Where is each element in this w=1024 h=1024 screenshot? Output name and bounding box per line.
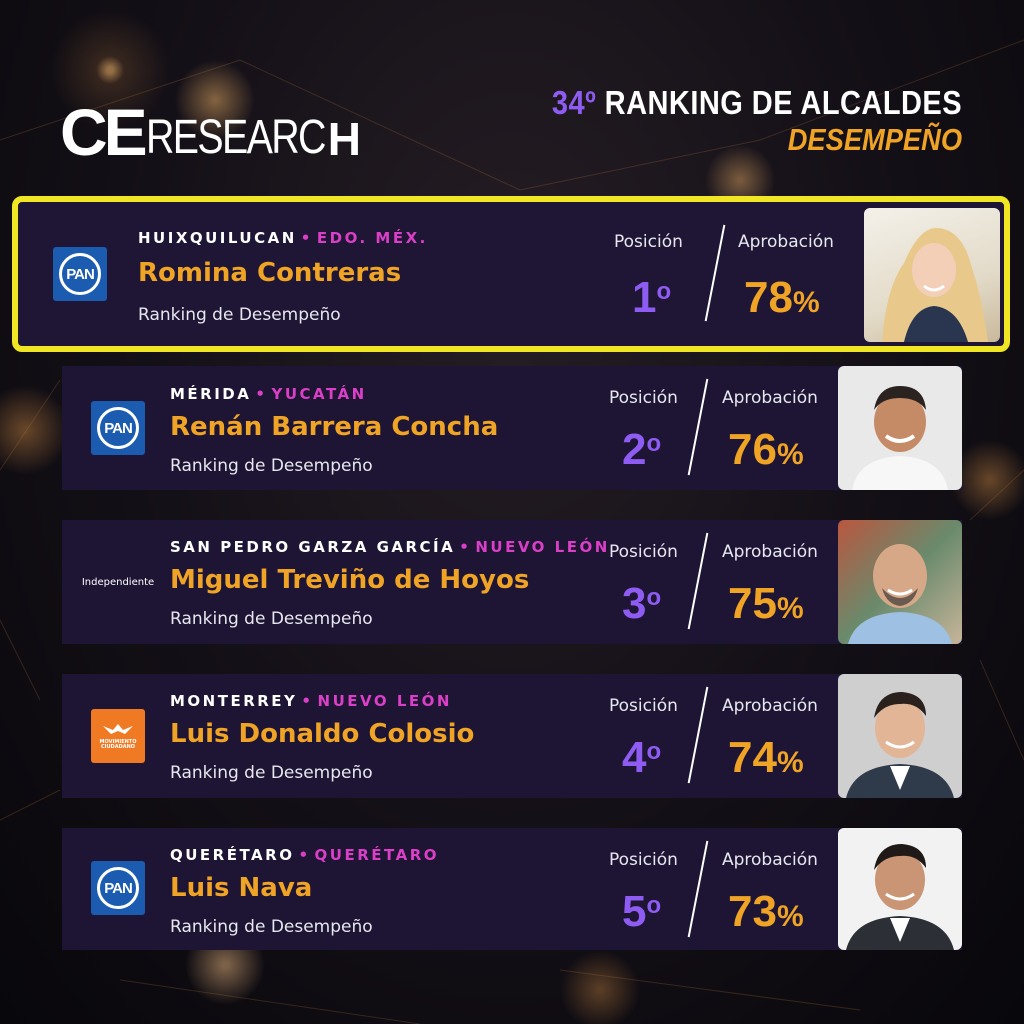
position-label-5: Posición	[609, 850, 678, 870]
position-value-2: 2o	[622, 425, 662, 474]
independiente-label: Independiente	[81, 576, 155, 588]
ranking-title: 34º RANKING DE ALCALDES DESEMPEÑO	[496, 84, 962, 158]
position-label-3: Posición	[609, 542, 678, 562]
position-label-4: Posición	[609, 696, 678, 716]
approval-value-4: 74%	[728, 733, 804, 782]
mayor-ranking-label-3: Ranking de Desempeño	[170, 609, 373, 629]
mayor-city-4: MONTERREY • NUEVO LEÓN	[170, 692, 452, 710]
position-value-5: 5o	[622, 887, 662, 936]
position-value-1: 1o	[632, 273, 672, 322]
mayor-ranking-label-5: Ranking de Desempeño	[170, 917, 373, 937]
mayor-city-3: SAN PEDRO GARZA GARCÍA • NUEVO LEÓN	[170, 538, 610, 556]
mayor-city-2: MÉRIDA • YUCATÁN	[170, 385, 367, 403]
approval-label-2: Aprobación	[722, 388, 818, 408]
position-label-2: Posición	[609, 388, 678, 408]
mayor-ranking-label-4: Ranking de Desempeño	[170, 763, 373, 783]
ranking-subtitle: DESEMPEÑO	[787, 122, 962, 157]
position-label-1: Posición	[614, 232, 683, 252]
mayor-photo-2	[838, 366, 962, 490]
approval-label-5: Aprobación	[722, 850, 818, 870]
ranking-number: 34º	[551, 84, 597, 121]
party-logo-5: PAN	[88, 858, 148, 918]
mayor-name-5: Luis Nava	[170, 873, 313, 903]
mayor-city-1: HUIXQUILUCAN • EDO. MÉX.	[138, 229, 428, 247]
approval-label-4: Aprobación	[722, 696, 818, 716]
mayor-card-5	[62, 828, 962, 950]
ranking-heading: RANKING DE ALCALDES	[604, 84, 962, 121]
party-logo-1: PAN	[50, 244, 110, 304]
logo-mark: H	[327, 113, 361, 165]
position-value-4: 4o	[622, 733, 662, 782]
mayor-name-1: Romina Contreras	[138, 258, 402, 288]
logo-research: RESEARC	[145, 111, 326, 164]
approval-value-2: 76%	[728, 425, 804, 474]
movimiento-ciudadano-logo-icon: MOVIMIENTO CIUDADANO	[91, 709, 145, 763]
approval-value-3: 75%	[728, 579, 804, 628]
mayor-name-4: Luis Donaldo Colosio	[170, 719, 475, 749]
mayor-name-2: Renán Barrera Concha	[170, 412, 499, 442]
approval-value-5: 73%	[728, 887, 804, 936]
mayor-ranking-label-1: Ranking de Desempeño	[138, 305, 341, 325]
mayor-photo-1	[864, 208, 1000, 342]
logo-ce: CE	[60, 94, 148, 169]
party-logo-3: Independiente	[72, 562, 164, 602]
ce-research-logo: CE RESEARC H	[60, 92, 361, 169]
pan-logo-icon: PAN	[91, 401, 145, 455]
mayor-card-3	[62, 520, 962, 644]
approval-value-1: 78%	[744, 273, 820, 322]
mayor-photo-3	[838, 520, 962, 644]
pan-logo-icon: PAN	[91, 861, 145, 915]
party-logo-2: PAN	[88, 398, 148, 458]
mayor-card-2	[62, 366, 962, 490]
approval-label-1: Aprobación	[738, 232, 834, 252]
approval-label-3: Aprobación	[722, 542, 818, 562]
mayor-city-5: QUERÉTARO • QUERÉTARO	[170, 846, 439, 864]
mayor-photo-4	[838, 674, 962, 798]
mayor-name-3: Miguel Treviño de Hoyos	[170, 565, 530, 595]
mayor-card-1	[12, 196, 1010, 352]
pan-logo-icon: PAN	[53, 247, 107, 301]
position-value-3: 3o	[622, 579, 662, 628]
mayor-ranking-label-2: Ranking de Desempeño	[170, 456, 373, 476]
party-logo-4: MOVIMIENTO CIUDADANO	[88, 706, 148, 766]
mayor-card-4	[62, 674, 962, 798]
mayor-photo-5	[838, 828, 962, 950]
